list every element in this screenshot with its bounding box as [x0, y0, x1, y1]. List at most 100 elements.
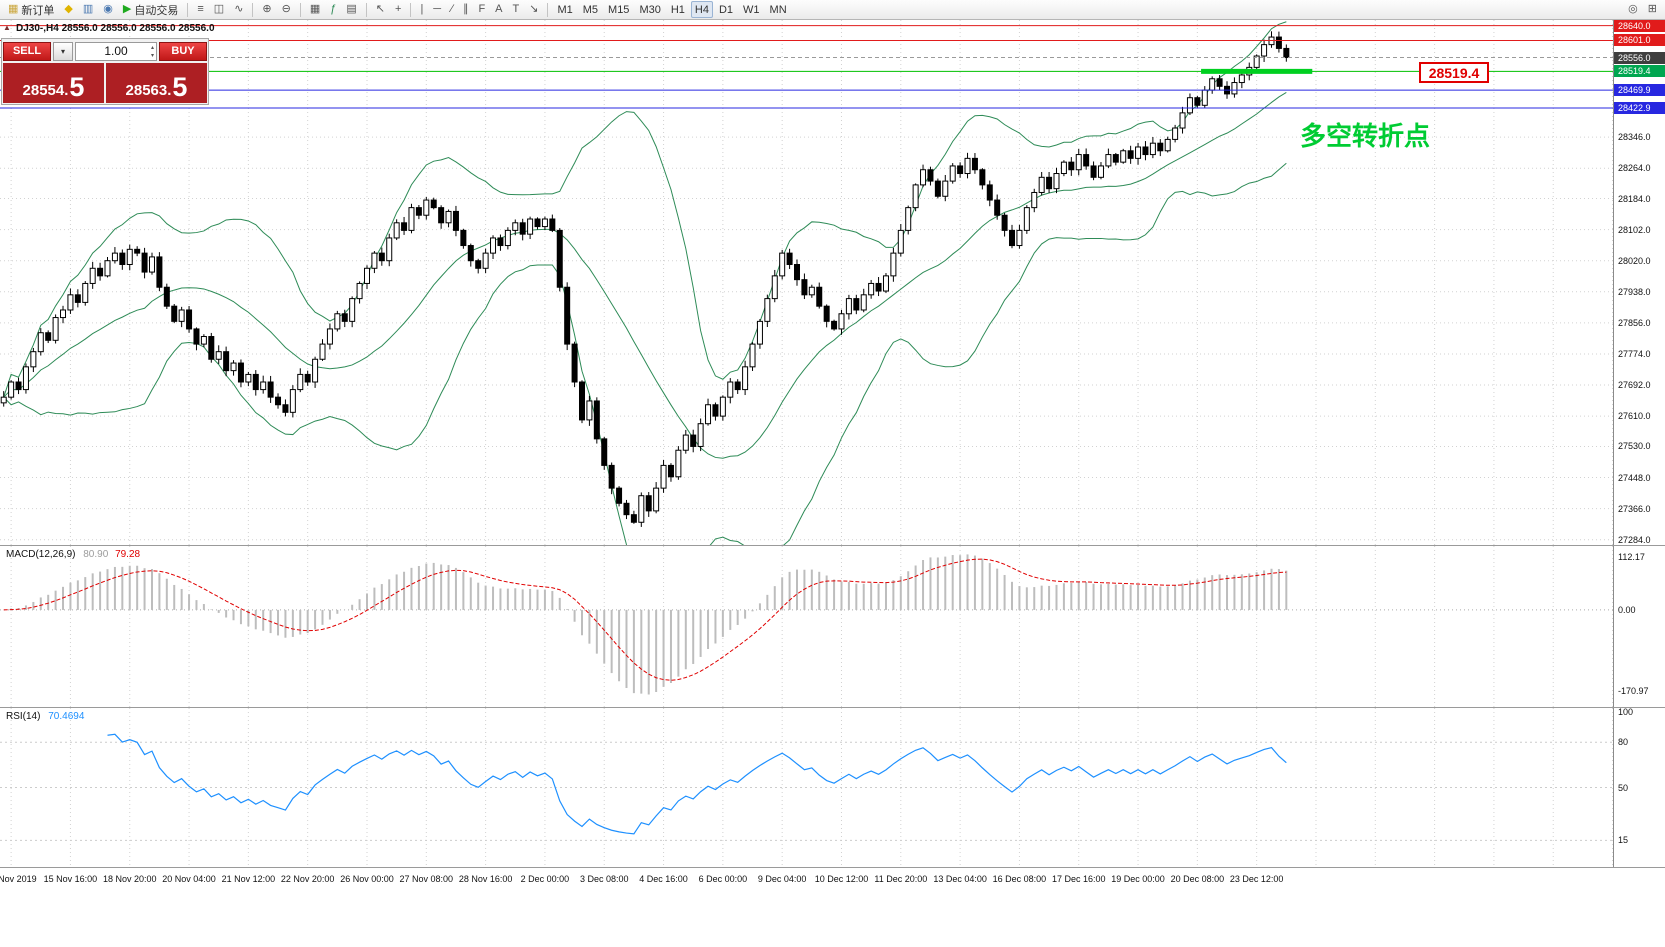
cursor[interactable]: ↖ [372, 1, 389, 18]
timeframe-m5[interactable]: M5 [579, 1, 602, 18]
timeframe-m15[interactable]: M15 [604, 1, 633, 18]
crosshair[interactable]: + [391, 1, 405, 18]
oct-dropdown-button[interactable]: ▾ [53, 41, 73, 61]
cursor-icon: ↖ [375, 3, 385, 15]
indicators-list[interactable]: ƒ [326, 1, 340, 18]
timeframe-h4-label: H4 [694, 3, 709, 16]
zoom-in-icon: ⊕ [262, 3, 272, 15]
time-axis-label: 19 Dec 00:00 [1111, 874, 1165, 884]
tile-windows[interactable]: ▦ [306, 1, 324, 18]
new-order[interactable]: ▦ 新订单 [4, 1, 58, 18]
vertical-line[interactable]: | [416, 1, 427, 18]
time-axis-label: 14 Nov 2019 [0, 874, 37, 884]
text-label-icon: T [512, 3, 520, 15]
time-axis-label: 22 Nov 20:00 [280, 874, 335, 884]
macd-panel-canvas[interactable] [0, 546, 1613, 707]
horizontal-line-icon: ─ [433, 3, 442, 15]
panel-separator[interactable] [0, 545, 1665, 546]
rsi-panel-canvas[interactable] [0, 708, 1613, 867]
volume-up-icon[interactable]: ▴ [150, 44, 154, 51]
zoom-out-icon: ⊖ [281, 3, 291, 15]
templates[interactable]: ▤ [342, 1, 360, 18]
time-axis[interactable]: 14 Nov 2019 15 Nov 16:00 18 Nov 20:00 20 No… [0, 868, 1613, 890]
volume-field[interactable]: 1.00 ▴ ▾ [75, 41, 157, 61]
horizontal-line[interactable]: ─ [429, 1, 445, 18]
fibonacci-retracement-icon: F [478, 3, 486, 15]
rsi-indicator-label: RSI(14) 70.4694 [6, 711, 84, 722]
panel-separator[interactable] [0, 707, 1665, 708]
price-level-label: 28640.0 [1614, 20, 1665, 32]
price-level-label: 28519.4 [1614, 65, 1665, 78]
time-axis-label: 3 Dec 08:00 [579, 874, 629, 884]
window-tool-icon: ⊞ [1647, 3, 1657, 15]
axis-tick-label: 27774.0 [1618, 348, 1651, 359]
timeframe-m1[interactable]: M1 [553, 1, 576, 18]
price-level-label: 28556.0 [1614, 51, 1665, 64]
arrows[interactable]: ↘ [525, 1, 542, 18]
timeframe-mn[interactable]: MN [766, 1, 791, 18]
search-tool[interactable]: ◎ [1624, 1, 1642, 18]
symbol-ohlc-text: DJ30-,H4 28556.0 28556.0 28556.0 28556.0 [16, 23, 215, 34]
timeframe-h1[interactable]: H1 [667, 1, 689, 18]
time-axis-label: 11 Dec 20:00 [874, 874, 928, 884]
time-axis-label: 26 Nov 00:00 [340, 874, 394, 884]
bar-chart-icon: ≡ [197, 3, 204, 15]
timeframe-d1[interactable]: D1 [715, 1, 737, 18]
main-chart-canvas[interactable] [0, 20, 1613, 545]
time-axis-label: 21 Nov 12:00 [221, 874, 276, 884]
time-axis-label: 18 Nov 20:00 [102, 874, 157, 884]
axis-tick-label: 28346.0 [1618, 132, 1651, 143]
timeframe-w1[interactable]: W1 [739, 1, 764, 18]
chart-profiles[interactable]: ◆ [60, 1, 76, 18]
chart-window: 28346.0 28264.0 28184.0 28102.0 28020.0 27938… [0, 20, 1665, 947]
price-axis[interactable]: 28346.0 28264.0 28184.0 28102.0 28020.0 27938… [1613, 20, 1665, 867]
indicators-list-icon: ƒ [330, 3, 337, 15]
axis-tick-label: 27530.0 [1618, 441, 1651, 452]
text-label[interactable]: T [509, 1, 524, 18]
timeframe-m30[interactable]: M30 [635, 1, 664, 18]
chevron-down-icon: ▾ [60, 46, 65, 56]
autotrading[interactable]: ▶ 自动交易 [119, 1, 182, 18]
equidistant-channel-icon: ∥ [462, 3, 469, 15]
bar-chart[interactable]: ≡ [193, 1, 207, 18]
navigator[interactable]: ◉ [99, 1, 117, 18]
macd-axis-label: 112.17 [1618, 551, 1645, 562]
window-tool[interactable]: ⊞ [1644, 1, 1661, 18]
axis-tick-label: 28020.0 [1618, 255, 1651, 266]
toolbar-separator [547, 2, 549, 17]
sell-price-display[interactable]: 28554. 5 [3, 63, 104, 103]
candlestick-chart[interactable]: ◫ [210, 1, 228, 18]
time-axis-label: 16 Dec 08:00 [992, 874, 1047, 884]
axis-tick-label: 27448.0 [1618, 472, 1651, 483]
macd-axis-label: -170.97 [1618, 685, 1649, 696]
sell-price-main: 28554. [22, 81, 69, 99]
buy-price-display[interactable]: 28563. 5 [106, 63, 207, 103]
volume-down-icon[interactable]: ▾ [150, 52, 154, 59]
fibonacci-retracement[interactable]: F [474, 1, 489, 18]
zoom-out[interactable]: ⊖ [278, 1, 295, 18]
trendline-icon: ∕ [451, 3, 453, 15]
timeframe-m5-label: M5 [582, 3, 599, 16]
crosshair-icon: + [395, 3, 402, 15]
buy-button[interactable]: BUY [159, 41, 207, 61]
price-level-label: 28601.0 [1614, 34, 1665, 47]
arrows-icon: ↘ [529, 3, 539, 15]
equidistant-channel[interactable]: ∥ [459, 1, 473, 18]
rsi-axis-label: 50 [1618, 782, 1629, 793]
trendline[interactable]: ∕ [447, 1, 457, 18]
timeframe-h1-label: H1 [670, 3, 685, 16]
timeframe-h4[interactable]: H4 [690, 1, 713, 18]
axis-tick-label: 27610.0 [1618, 411, 1651, 422]
text[interactable]: A [491, 1, 506, 18]
collapse-arrow-icon[interactable]: ▲ [3, 23, 11, 32]
axis-tick-label: 27692.0 [1618, 380, 1651, 391]
price-callout-label[interactable]: 28519.4 [1419, 62, 1489, 83]
rsi-axis-label: 80 [1618, 737, 1629, 748]
panel-separator[interactable] [0, 867, 1665, 868]
zoom-in[interactable]: ⊕ [258, 1, 275, 18]
timeframe-d1-label: D1 [718, 3, 734, 16]
market-watch[interactable]: ▥ [79, 1, 97, 18]
sell-button[interactable]: SELL [3, 41, 51, 61]
line-chart[interactable]: ∿ [230, 1, 247, 18]
axis-tick-label: 27856.0 [1618, 317, 1651, 328]
